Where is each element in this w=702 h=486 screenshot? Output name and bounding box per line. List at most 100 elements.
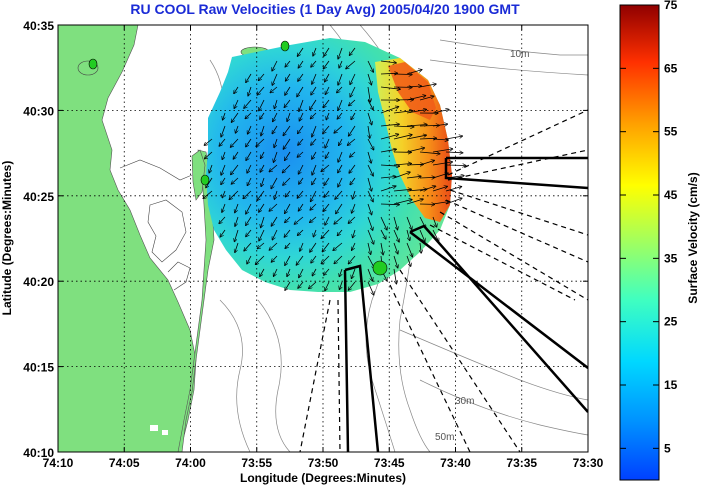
current-vector bbox=[244, 242, 252, 251]
current-vector bbox=[312, 268, 317, 276]
current-vector bbox=[338, 151, 343, 162]
current-vector bbox=[334, 255, 343, 264]
current-vector bbox=[283, 164, 291, 173]
current-vector bbox=[221, 164, 226, 175]
current-vector bbox=[338, 177, 343, 187]
current-vector bbox=[297, 86, 304, 97]
current-vector bbox=[406, 96, 426, 101]
current-vector bbox=[323, 99, 330, 107]
current-vector bbox=[380, 165, 399, 166]
x-tick-label: 74:05 bbox=[109, 456, 140, 470]
current-vector bbox=[243, 190, 252, 198]
current-vector bbox=[260, 268, 265, 276]
current-vector bbox=[274, 151, 278, 162]
current-vector bbox=[285, 151, 291, 160]
x-tick-label: 74:00 bbox=[175, 456, 206, 470]
current-vector bbox=[406, 229, 410, 240]
colorbar-tick-label: 15 bbox=[664, 378, 678, 392]
current-vector bbox=[272, 73, 278, 85]
current-vector bbox=[209, 164, 213, 173]
radar-site-2 bbox=[200, 174, 210, 186]
current-vector bbox=[380, 229, 386, 239]
y-tick-label: 40:35 bbox=[23, 19, 54, 33]
current-vector bbox=[406, 86, 421, 87]
current-vector bbox=[295, 216, 304, 224]
y-tick-label: 40:15 bbox=[23, 361, 54, 375]
current-vector bbox=[346, 60, 356, 69]
current-vector bbox=[234, 86, 239, 93]
current-vector bbox=[432, 139, 448, 140]
contour-label-10m: 10m bbox=[510, 49, 529, 60]
current-vector bbox=[367, 164, 373, 176]
y-axis-label: Latitude (Degrees:Minutes) bbox=[0, 161, 14, 316]
current-vector bbox=[339, 60, 343, 68]
current-vector bbox=[350, 151, 356, 157]
current-vector bbox=[221, 177, 226, 184]
current-vector bbox=[393, 216, 398, 230]
current-vector bbox=[246, 138, 252, 147]
current-vector bbox=[229, 190, 239, 199]
current-vector bbox=[248, 125, 252, 134]
current-vector bbox=[283, 138, 291, 149]
current-vector bbox=[419, 229, 425, 241]
current-vector bbox=[236, 125, 239, 133]
current-vector bbox=[246, 73, 252, 82]
current-vector bbox=[219, 138, 226, 146]
colorbar: 75 65 55 45 35 25 15 5 Surface Velocity (cm/s) bbox=[619, 0, 700, 481]
current-vector bbox=[234, 99, 239, 108]
current-vector bbox=[445, 136, 462, 140]
current-vector bbox=[235, 242, 239, 252]
current-vector bbox=[393, 135, 412, 140]
current-vector bbox=[432, 229, 439, 241]
current-vector bbox=[311, 190, 317, 201]
current-vector bbox=[324, 177, 330, 185]
current-vector bbox=[311, 112, 317, 119]
current-vector bbox=[256, 138, 265, 146]
current-vector bbox=[353, 229, 355, 238]
current-vector bbox=[233, 151, 239, 159]
current-vector bbox=[269, 164, 278, 172]
current-vector bbox=[393, 229, 399, 242]
current-vector bbox=[312, 151, 317, 159]
current-vector bbox=[247, 164, 252, 173]
current-vector bbox=[271, 177, 278, 188]
current-vector bbox=[419, 177, 435, 178]
current-vector bbox=[247, 177, 252, 185]
current-vector bbox=[246, 203, 252, 214]
current-vector bbox=[232, 112, 239, 122]
current-vector bbox=[296, 255, 304, 265]
current-vector bbox=[367, 73, 371, 85]
current-vector bbox=[325, 73, 330, 82]
current-vector bbox=[299, 164, 304, 174]
current-vector bbox=[334, 216, 343, 224]
marsh-2 bbox=[162, 430, 168, 435]
current-vector bbox=[204, 138, 213, 145]
current-vector bbox=[244, 99, 252, 108]
current-vector bbox=[298, 125, 304, 133]
current-vector bbox=[311, 255, 317, 263]
colorbar-tick-label: 55 bbox=[664, 125, 678, 139]
marsh-1 bbox=[150, 425, 158, 431]
current-vector bbox=[406, 255, 411, 266]
current-vector bbox=[259, 203, 265, 212]
current-vector bbox=[367, 177, 372, 191]
current-vector bbox=[258, 242, 265, 249]
current-vector bbox=[245, 112, 252, 118]
current-vector bbox=[393, 126, 414, 127]
current-vector bbox=[322, 242, 330, 252]
current-vector bbox=[246, 151, 252, 160]
current-vector bbox=[420, 242, 421, 253]
current-vector bbox=[259, 73, 265, 80]
current-vector bbox=[419, 84, 436, 88]
current-vector bbox=[367, 112, 372, 125]
current-vector bbox=[259, 99, 265, 111]
current-vector bbox=[231, 164, 239, 174]
current-vector bbox=[419, 96, 434, 101]
current-vector bbox=[380, 177, 396, 179]
current-vector bbox=[349, 164, 356, 173]
y-axis-ticks: 40:35 40:30 40:25 40:20 40:15 40:10 bbox=[23, 19, 588, 460]
current-vector bbox=[274, 190, 278, 199]
current-vector bbox=[321, 229, 330, 238]
current-vector bbox=[367, 268, 373, 281]
